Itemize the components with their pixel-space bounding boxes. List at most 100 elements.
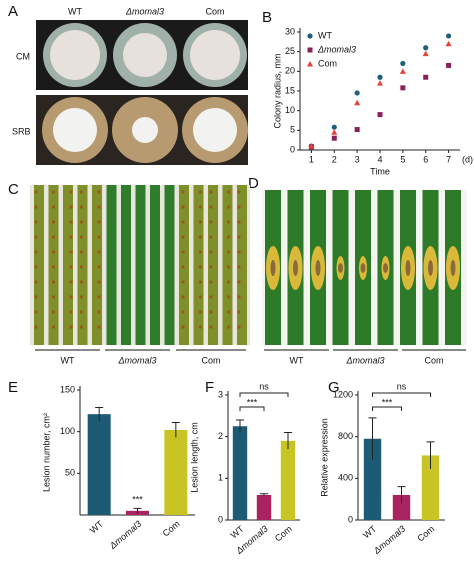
significance: ns: [397, 381, 407, 391]
leaf: [237, 185, 247, 345]
lesion: [51, 205, 56, 209]
significance: ***: [132, 495, 143, 505]
lesion: [293, 260, 298, 276]
lesion: [181, 265, 185, 269]
bar: [164, 430, 188, 515]
panel-letter: D: [248, 175, 259, 192]
marker: [354, 99, 361, 106]
lesion: [181, 190, 185, 194]
error-bar: [260, 493, 268, 497]
y-tick-label: 2: [218, 431, 223, 441]
x-tick-label: Δmomal3: [371, 524, 407, 557]
bar: [392, 495, 411, 520]
lesion: [79, 265, 84, 269]
bracket: [239, 406, 265, 411]
lesion: [198, 265, 203, 269]
lesion: [209, 295, 213, 299]
leaf: [164, 185, 175, 345]
bracket: [372, 392, 431, 397]
bar: [280, 440, 296, 520]
colony: [123, 33, 167, 77]
colony: [50, 30, 100, 80]
lesion: [226, 250, 231, 254]
lesion: [209, 190, 213, 194]
y-tick-label: 10: [285, 105, 295, 115]
marker: [423, 45, 429, 51]
lesion: [237, 205, 241, 209]
x-tick-label: Com: [415, 524, 436, 544]
lesion: [69, 250, 73, 254]
panel-letter: B: [262, 9, 272, 26]
lesion: [51, 190, 56, 194]
lesion: [51, 310, 56, 314]
x-tick-label: WT: [88, 518, 106, 535]
lesion: [97, 325, 101, 329]
x-tick-label: Com: [161, 519, 182, 539]
bar: [421, 455, 440, 520]
colony: [193, 108, 237, 152]
y-tick-label: 15: [285, 85, 295, 95]
panel-letter: A: [8, 3, 18, 20]
leaf: [135, 185, 146, 345]
y-tick-label: 30: [285, 26, 295, 36]
group-label: Δmomal3: [345, 355, 384, 365]
legend-marker: [307, 47, 313, 53]
lesion: [237, 265, 241, 269]
x-tick-label: 6: [423, 154, 428, 164]
lesion: [34, 265, 38, 269]
lesion: [79, 250, 84, 254]
lesion: [34, 295, 38, 299]
marker: [446, 62, 452, 68]
lesion: [79, 190, 84, 194]
lesion: [198, 295, 203, 299]
column-label: Com: [205, 6, 224, 16]
lesion: [226, 310, 231, 314]
lesion: [79, 310, 84, 314]
lesion: [237, 220, 241, 224]
lesion: [198, 205, 203, 209]
leaf: [106, 185, 117, 345]
x-tick-label: Com: [273, 524, 294, 544]
significance: ns: [259, 381, 269, 391]
bar: [256, 495, 272, 520]
lesion: [405, 260, 411, 276]
marker: [331, 129, 338, 135]
lesion: [198, 235, 203, 239]
lesion: [69, 280, 73, 284]
column-label: Δmomal3: [125, 6, 164, 16]
error-bar: [368, 417, 377, 460]
lesion: [69, 190, 73, 194]
error-bar: [426, 441, 435, 469]
bar: [232, 426, 248, 520]
lesion: [209, 235, 213, 239]
lesion: [226, 280, 231, 284]
lesion: [97, 205, 101, 209]
y-tick-label: 0: [290, 144, 295, 154]
legend-label: Δmomal3: [317, 44, 356, 54]
lesion: [51, 220, 56, 224]
y-tick-label: 1: [218, 473, 223, 483]
lesion: [34, 310, 38, 314]
y-axis-label: Colony radius, mm: [272, 53, 282, 128]
leaf: [77, 185, 88, 345]
marker: [377, 74, 383, 80]
lesion: [79, 235, 84, 239]
legend-marker: [307, 33, 313, 39]
y-axis-label: Relative expression: [319, 418, 329, 497]
lesion: [237, 250, 241, 254]
lesion: [51, 265, 56, 269]
lesion: [226, 295, 231, 299]
y-tick-label: 0: [218, 514, 223, 524]
lesion: [181, 280, 185, 284]
lesion: [34, 220, 38, 224]
lesion: [209, 250, 213, 254]
error-bar: [95, 407, 104, 421]
lesion: [181, 220, 185, 224]
error-bar: [171, 422, 180, 438]
lesion: [34, 250, 38, 254]
group-label: Com: [424, 355, 443, 365]
lesion: [209, 310, 213, 314]
leaf: [193, 185, 204, 345]
lesion: [69, 265, 73, 269]
